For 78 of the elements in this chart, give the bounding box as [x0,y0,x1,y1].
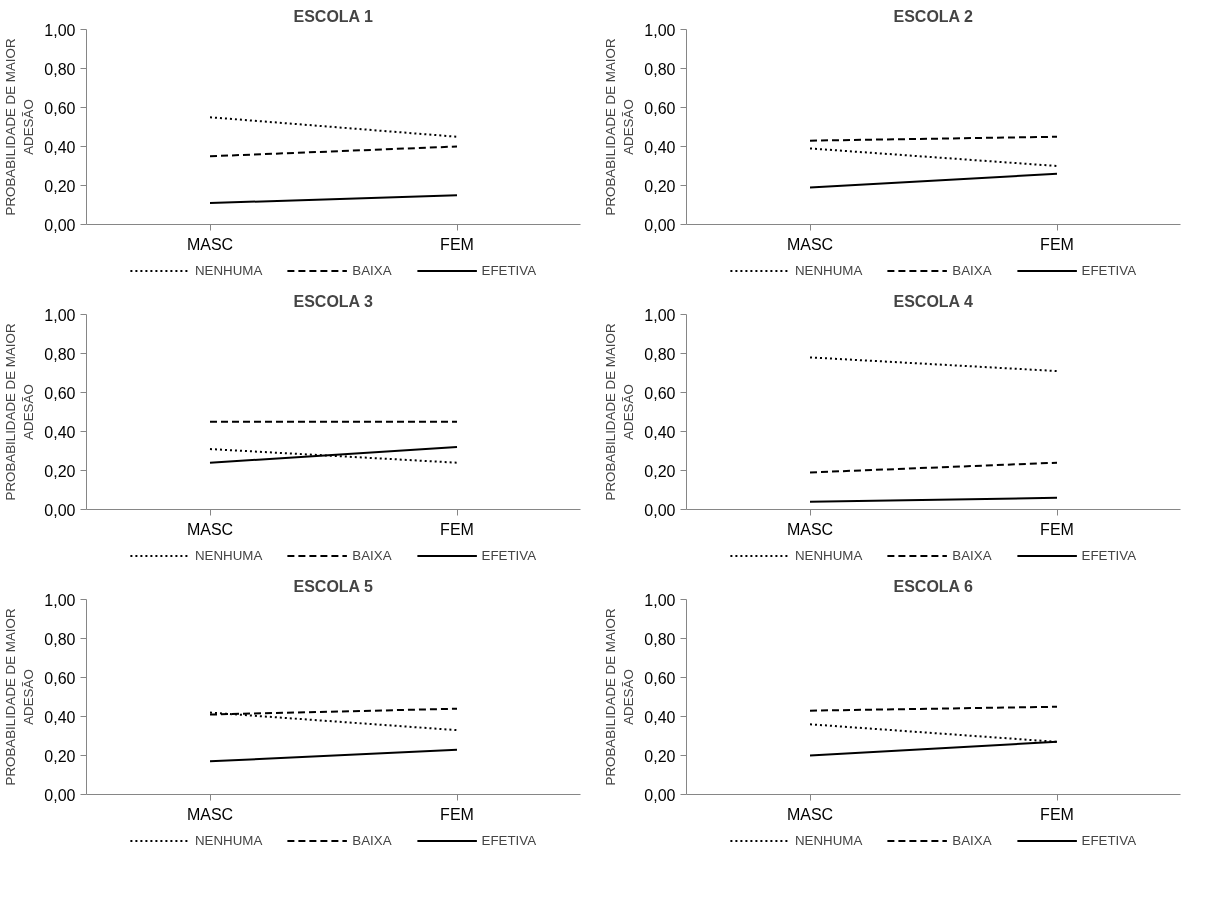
chart-title: ESCOLA 3 [293,292,374,310]
y-tick-label: 0,40 [44,138,76,156]
chart-title: ESCOLA 1 [293,7,374,25]
y-tick-label: 0,60 [44,669,76,687]
x-tick-label: MASC [186,520,234,538]
legend-label: NENHUMA [794,262,863,278]
x-tick-label: FEM [440,805,474,823]
y-axis-title: PROBABILIDADE DE MAIOR ADESÃO [603,323,637,501]
y-tick-label: 0,40 [44,423,76,441]
legend-label: NENHUMA [794,547,863,563]
legend-label: EFETIVA [481,547,537,563]
legend-label: EFETIVA [481,832,537,848]
legend-label: EFETIVA [481,262,537,278]
chart-title: ESCOLA 5 [293,577,374,595]
y-tick-label: 0,00 [644,501,676,519]
legend-label: NENHUMA [194,832,263,848]
y-tick-label: 0,60 [44,99,76,117]
y-axis-title: PROBABILIDADE DE MAIOR ADESÃO [3,323,37,501]
y-tick-label: 0,40 [44,708,76,726]
legend-label: BAIXA [952,547,992,563]
x-tick-label: MASC [186,235,234,253]
y-axis-title: PROBABILIDADE DE MAIOR ADESÃO [603,608,637,786]
legend-label: BAIXA [952,262,992,278]
y-tick-label: 0,60 [644,669,676,687]
y-tick-label: 0,00 [644,786,676,804]
y-tick-label: 0,20 [644,177,676,195]
y-tick-label: 0,00 [644,216,676,234]
x-tick-label: MASC [786,805,834,823]
chart-title: ESCOLA 4 [893,292,974,310]
y-axis-title: PROBABILIDADE DE MAIOR ADESÃO [3,38,37,216]
y-tick-label: 0,80 [644,630,676,648]
y-tick-label: 1,00 [644,306,676,324]
x-tick-label: FEM [1040,520,1074,538]
y-tick-label: 0,20 [644,462,676,480]
legend-label: BAIXA [352,262,392,278]
legend-label: BAIXA [352,547,392,563]
y-tick-label: 0,00 [44,786,76,804]
legend-label: BAIXA [952,832,992,848]
x-tick-label: MASC [786,520,834,538]
legend-label: BAIXA [352,832,392,848]
y-tick-label: 0,20 [44,462,76,480]
y-tick-label: 0,80 [44,630,76,648]
y-tick-label: 0,60 [44,384,76,402]
x-tick-label: FEM [1040,235,1074,253]
x-tick-label: MASC [786,235,834,253]
y-tick-label: 0,80 [644,60,676,78]
x-tick-label: FEM [440,520,474,538]
y-axis-title: PROBABILIDADE DE MAIOR ADESÃO [603,38,637,216]
y-tick-label: 1,00 [44,591,76,609]
y-tick-label: 0,40 [644,708,676,726]
legend-label: NENHUMA [194,547,263,563]
legend-label: EFETIVA [1081,547,1137,563]
y-tick-label: 0,80 [644,345,676,363]
y-tick-label: 0,60 [644,99,676,117]
y-tick-label: 0,40 [644,423,676,441]
y-tick-label: 0,60 [644,384,676,402]
legend-label: EFETIVA [1081,262,1137,278]
y-tick-label: 0,80 [44,60,76,78]
x-tick-label: FEM [440,235,474,253]
x-tick-label: FEM [1040,805,1074,823]
y-tick-label: 0,00 [44,216,76,234]
y-tick-label: 0,20 [44,747,76,765]
y-tick-label: 1,00 [644,591,676,609]
chart-title: ESCOLA 2 [893,7,974,25]
x-tick-label: MASC [186,805,234,823]
y-axis-title: PROBABILIDADE DE MAIOR ADESÃO [3,608,37,786]
y-tick-label: 0,20 [44,177,76,195]
legend-label: NENHUMA [194,262,263,278]
y-tick-label: 0,00 [44,501,76,519]
y-tick-label: 1,00 [44,306,76,324]
y-tick-label: 0,40 [644,138,676,156]
y-tick-label: 0,80 [44,345,76,363]
legend-label: NENHUMA [794,832,863,848]
y-tick-label: 1,00 [44,21,76,39]
chart-title: ESCOLA 6 [893,577,974,595]
y-tick-label: 0,20 [644,747,676,765]
legend-label: EFETIVA [1081,832,1137,848]
y-tick-label: 1,00 [644,21,676,39]
